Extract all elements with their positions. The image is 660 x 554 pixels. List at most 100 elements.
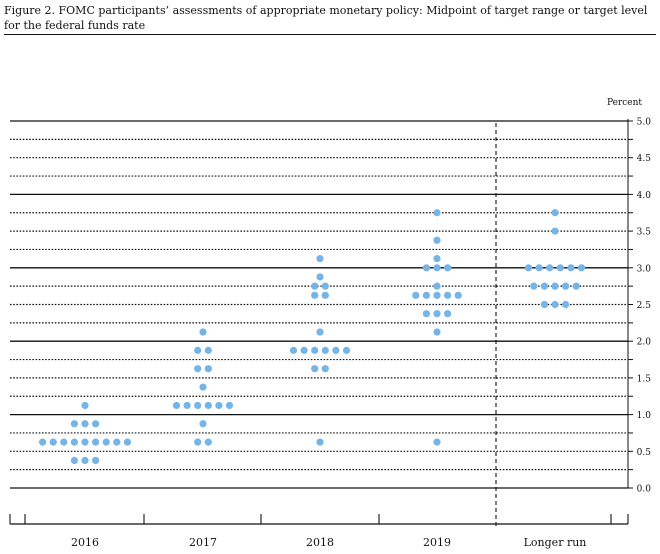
participant-dot <box>433 310 441 318</box>
participant-dot <box>316 273 324 281</box>
participant-dot <box>199 383 207 391</box>
participant-dot <box>433 236 441 244</box>
y-tick-label: 1.5 <box>637 374 652 384</box>
participant-dot <box>444 264 452 272</box>
y-tick-label: 3.0 <box>637 264 652 274</box>
participant-dot <box>433 264 441 272</box>
participant-dot <box>572 282 580 290</box>
participant-dot <box>92 456 100 465</box>
participant-dot <box>433 291 441 299</box>
participant-dot <box>540 282 549 290</box>
participant-dot <box>81 420 89 428</box>
participant-dot <box>311 282 319 290</box>
participant-dot <box>321 282 329 290</box>
x-category-label: 2017 <box>189 536 217 549</box>
participant-dot <box>422 264 430 272</box>
participant-dot <box>524 264 533 272</box>
y-tick-label: 2.0 <box>637 338 652 348</box>
participant-dot <box>204 365 212 373</box>
participant-dot <box>412 291 420 299</box>
participant-dot <box>92 420 100 428</box>
participant-dot <box>454 291 462 299</box>
participant-dot <box>183 401 191 410</box>
participant-dot <box>316 438 324 446</box>
y-tick-label: 3.5 <box>637 228 652 238</box>
participant-dot <box>81 401 89 410</box>
participant-dot <box>530 282 538 290</box>
x-category-label: 2019 <box>423 536 451 549</box>
participant-dot <box>540 300 549 309</box>
participant-dot <box>194 365 202 373</box>
x-category-label: 2018 <box>306 536 334 549</box>
participant-dot <box>567 264 575 272</box>
participant-dot <box>204 346 212 354</box>
participant-dot <box>551 300 559 309</box>
participant-dot <box>194 401 202 410</box>
participant-dot <box>556 264 564 272</box>
participant-dot <box>70 420 78 428</box>
participant-dot <box>444 291 452 299</box>
participant-dot <box>562 300 570 309</box>
participant-dot <box>546 264 554 272</box>
participant-dot <box>433 255 441 263</box>
participant-dot <box>194 438 202 446</box>
x-category-label: 2016 <box>71 536 99 549</box>
participant-dot <box>194 346 202 354</box>
y-tick-label: 5.0 <box>637 118 652 128</box>
participant-dot <box>92 438 100 446</box>
participant-dot <box>316 328 324 336</box>
y-tick-label: 1.0 <box>637 411 652 421</box>
participant-dot <box>311 346 319 354</box>
x-category-label: Longer run <box>524 536 587 549</box>
participant-dot <box>81 438 89 446</box>
participant-dot <box>433 209 441 217</box>
participant-dot <box>311 365 319 373</box>
participant-dot <box>215 401 223 410</box>
participant-dot <box>551 282 559 290</box>
participant-dot <box>444 310 452 318</box>
dots-layer <box>39 209 586 465</box>
y-tick-label: 0.0 <box>637 485 652 495</box>
grid-layer <box>10 120 628 526</box>
participant-dot <box>204 401 212 410</box>
participant-dot <box>321 346 329 354</box>
participant-dot <box>433 438 441 446</box>
participant-dot <box>577 264 586 272</box>
y-axis-label: Percent <box>607 98 642 108</box>
participant-dot <box>311 291 319 299</box>
participant-dot <box>81 456 89 465</box>
participant-dot <box>102 438 110 446</box>
participant-dot <box>316 255 324 263</box>
figure-title: Figure 2. FOMC participants’ assessments… <box>4 3 656 35</box>
participant-dot <box>433 328 441 336</box>
participant-dot <box>70 456 78 465</box>
participant-dot <box>433 282 441 290</box>
participant-dot <box>535 264 543 272</box>
axis-layer: 0.0 0.5 1.0 1.5 2.0 2.5 3.0 3.5 4.0 4.5 5.0 2016 201… <box>9 118 652 549</box>
participant-dot <box>113 438 121 446</box>
participant-dot <box>551 227 559 235</box>
participant-dot <box>199 420 207 428</box>
y-tick-label: 2.5 <box>637 301 652 311</box>
participant-dot <box>225 401 234 410</box>
participant-dot <box>60 438 68 446</box>
participant-dot <box>342 346 351 354</box>
participant-dot <box>321 365 329 373</box>
participant-dot <box>332 346 340 354</box>
y-tick-label: 4.0 <box>637 191 652 201</box>
participant-dot <box>204 438 212 446</box>
participant-dot <box>123 438 131 446</box>
y-tick-label: 0.5 <box>637 448 652 458</box>
participant-dot <box>321 291 329 299</box>
participant-dot <box>49 438 57 446</box>
participant-dot <box>422 291 430 299</box>
participant-dot <box>70 438 78 446</box>
participant-dot <box>422 310 430 318</box>
y-tick-label: 4.5 <box>637 154 652 164</box>
participant-dot <box>172 401 181 410</box>
participant-dot <box>551 209 559 217</box>
participant-dot <box>300 346 308 354</box>
participant-dot <box>39 438 47 446</box>
participant-dot <box>199 328 207 336</box>
